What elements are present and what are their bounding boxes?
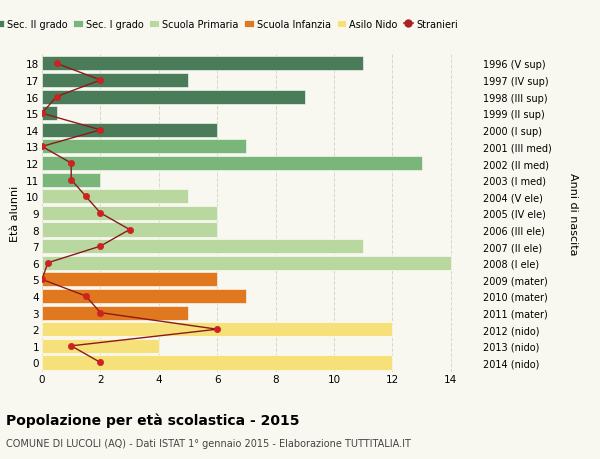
Text: COMUNE DI LUCOLI (AQ) - Dati ISTAT 1° gennaio 2015 - Elaborazione TUTTITALIA.IT: COMUNE DI LUCOLI (AQ) - Dati ISTAT 1° ge…: [6, 438, 411, 448]
Bar: [42, 190, 188, 204]
Bar: [42, 339, 159, 353]
Bar: [42, 207, 217, 220]
Bar: [42, 289, 247, 303]
Bar: [42, 256, 451, 270]
Bar: [42, 90, 305, 104]
Bar: [42, 306, 188, 320]
Bar: [42, 356, 392, 369]
Bar: [42, 157, 422, 171]
Bar: [42, 323, 392, 336]
Legend: Sec. II grado, Sec. I grado, Scuola Primaria, Scuola Infanzia, Asilo Nido, Stran: Sec. II grado, Sec. I grado, Scuola Prim…: [0, 16, 462, 34]
Y-axis label: Anni di nascita: Anni di nascita: [568, 172, 578, 255]
Bar: [42, 173, 100, 187]
Bar: [42, 273, 217, 287]
Bar: [42, 74, 188, 88]
Bar: [42, 223, 217, 237]
Bar: [42, 123, 217, 138]
Bar: [42, 107, 56, 121]
Bar: [42, 240, 363, 254]
Y-axis label: Età alunni: Età alunni: [10, 185, 20, 241]
Text: Popolazione per età scolastica - 2015: Popolazione per età scolastica - 2015: [6, 413, 299, 428]
Bar: [42, 57, 363, 71]
Bar: [42, 140, 247, 154]
